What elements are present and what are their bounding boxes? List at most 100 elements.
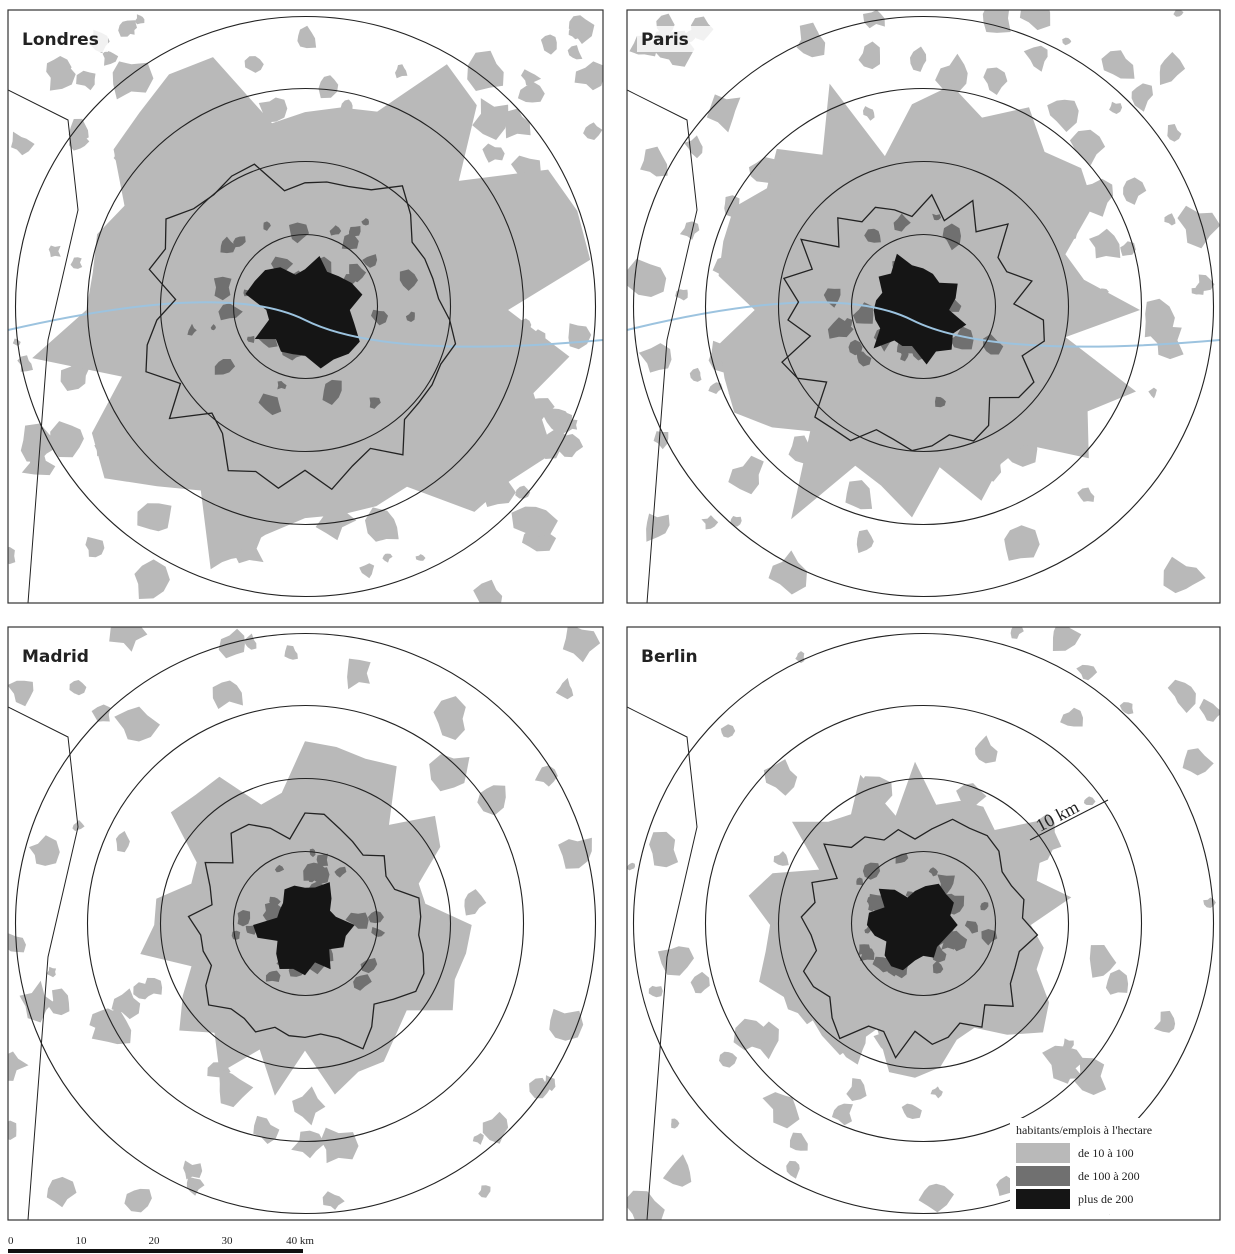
distance-ring [232,850,379,997]
distance-ring [159,777,452,1070]
urban-patch [291,1130,325,1159]
urban-patch [1159,52,1186,85]
urban-patch [85,536,105,558]
urban-patch [8,1051,29,1081]
urban-patch [133,982,154,1000]
urban-patch [728,455,764,495]
urban-patch [730,516,742,527]
urban-patch [91,1008,132,1045]
urban-patch [50,421,84,458]
urban-patch [382,553,393,563]
title-bg [637,26,727,52]
high-density [245,256,363,369]
urban-patch [429,754,470,792]
panel-frame [626,9,1221,604]
high-density [253,882,355,976]
urban-patch [472,98,509,140]
scale-label: 40 km [286,1235,314,1247]
urban-patch [102,50,119,66]
region-boundary [8,706,79,1220]
medium-density [950,326,974,350]
urban-patch [684,135,703,159]
urban-patch [134,14,145,25]
urban-patch [662,1154,692,1187]
urban-patch [137,503,172,532]
urban-patch [124,1188,152,1213]
urban-patch [472,1133,484,1145]
urban-patch [72,820,85,832]
urban-patch [183,1160,203,1180]
urban-patch [482,143,505,163]
legend-title: habitants/emplois à l'hectare [1016,1123,1152,1137]
urban-patch [1042,1045,1085,1084]
urban-patch [186,1176,205,1196]
distance-ring [86,704,525,1143]
urban-patch [627,862,636,871]
panel-frame [626,626,1221,1221]
urban-patch [1131,83,1153,112]
medium-density [237,910,251,927]
panel-frame [7,9,604,604]
urban-patch [46,1176,77,1208]
urban-patch [1089,228,1121,259]
urban-patch [719,1051,738,1068]
urban-patch [901,1103,922,1119]
urban-patch [1083,796,1096,806]
medium-density [932,960,944,974]
medium-density [369,397,381,409]
urban-patch [935,53,968,94]
legend-label: plus de 200 [1078,1192,1133,1206]
urban-patch [20,423,62,462]
urban-patch [70,257,83,269]
urban-patch [574,61,603,91]
urban-patch [583,122,603,140]
urban-patch [121,22,135,35]
urban-patch [768,550,807,595]
urban-patch [11,131,35,156]
urban-patch [863,106,875,121]
distance-ring [704,87,1143,526]
urban-patch [1074,1057,1107,1095]
medium-density [316,853,329,866]
urban-patch [763,759,798,796]
legend-label: de 100 à 200 [1078,1169,1140,1183]
urban-patch [1023,45,1048,72]
urban-patch [365,507,399,542]
urban-patch [253,1115,280,1144]
urban-patch [8,680,34,707]
admin-boundary [187,812,425,1050]
urban-patch [983,67,1008,95]
urban-patch [627,1190,665,1220]
urban-patch [762,1092,800,1129]
medium-density [210,324,216,331]
urban-patch [68,131,90,151]
urban-patch [1077,487,1095,502]
urban-patch [555,677,574,700]
urban-patch [690,971,710,994]
urban-patch [720,724,736,738]
urban-patch [549,1008,584,1041]
urban-patch [1004,525,1040,561]
urban-patch [29,835,60,866]
medium-density [866,895,878,908]
medium-density [935,396,946,408]
distance-ring [850,850,997,997]
urban-patch [243,633,257,650]
panel-title: Berlin [641,647,698,667]
urban-patch [284,645,298,660]
medium-density [322,379,342,405]
medium-density [258,393,282,416]
urban-patch [511,506,558,538]
urban-patch [464,889,487,916]
urban-patch [679,221,700,240]
medium-density [859,947,875,961]
urban-patch [1148,387,1157,399]
urban-patch [8,546,16,565]
urban-patch [318,75,339,99]
urban-patch [930,1086,943,1099]
urban-patch [845,480,873,510]
medium-density [220,236,237,254]
urban-patch [521,69,542,86]
urban-patch [1060,707,1083,727]
